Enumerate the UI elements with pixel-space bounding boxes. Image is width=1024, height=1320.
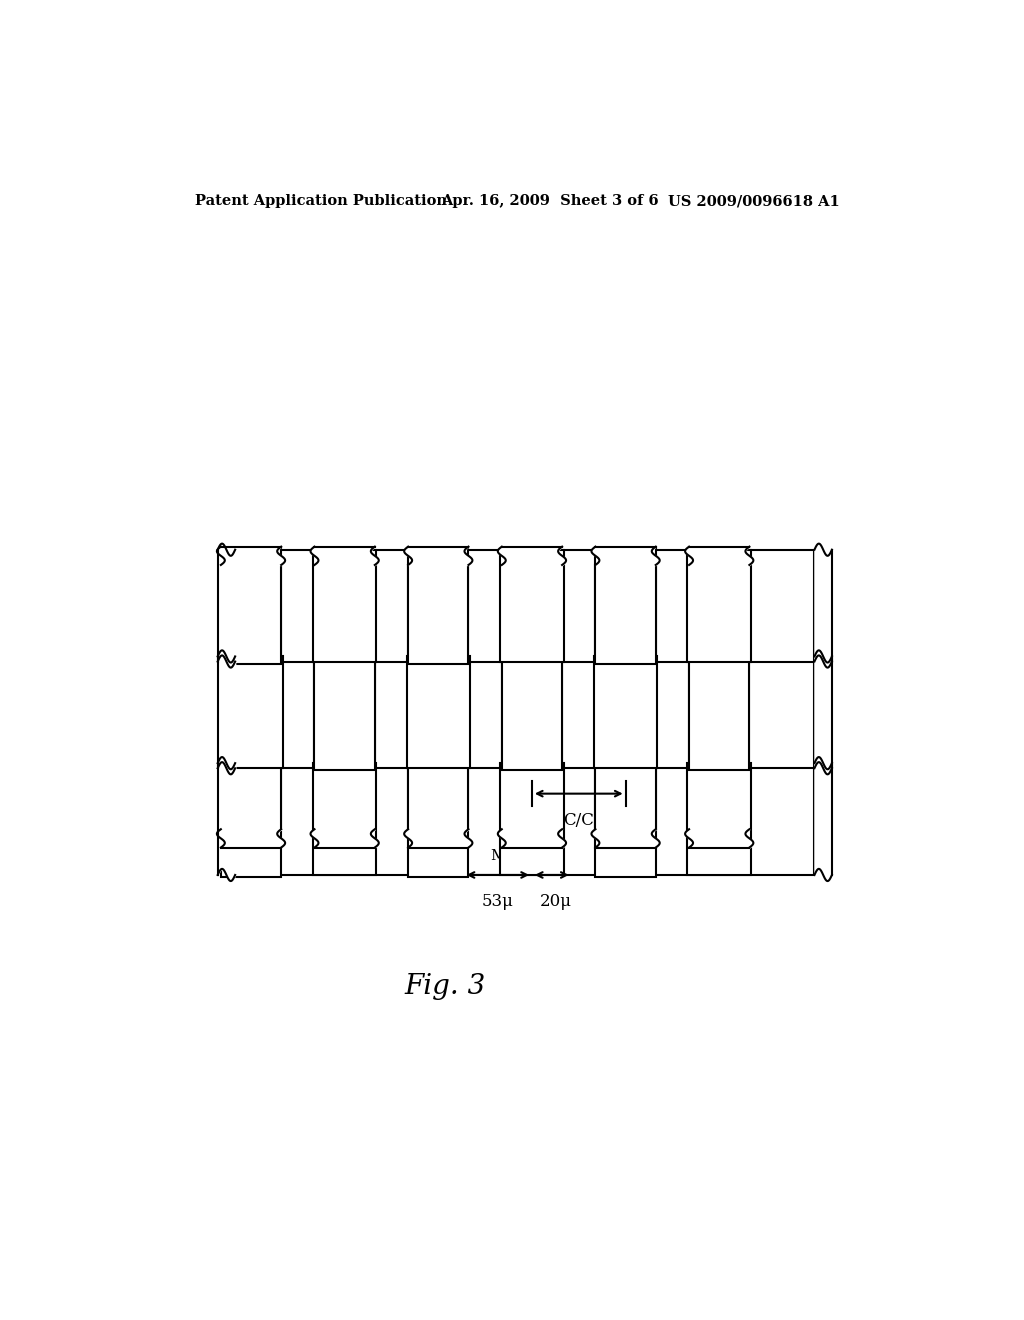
Text: 53μ: 53μ bbox=[482, 894, 514, 911]
Bar bbox=[219, 656, 283, 768]
Bar bbox=[595, 762, 655, 876]
Text: M: M bbox=[490, 849, 506, 863]
Bar bbox=[313, 763, 377, 875]
Bar bbox=[236, 656, 814, 768]
Bar bbox=[500, 549, 563, 661]
Bar bbox=[221, 565, 282, 829]
Bar bbox=[594, 656, 657, 768]
Text: C/C: C/C bbox=[563, 812, 594, 829]
Bar bbox=[409, 565, 468, 829]
Bar bbox=[236, 549, 814, 661]
Text: Patent Application Publication: Patent Application Publication bbox=[196, 194, 447, 209]
Bar bbox=[314, 655, 375, 771]
Bar bbox=[314, 565, 375, 829]
Bar bbox=[500, 763, 563, 875]
Bar bbox=[221, 548, 282, 664]
Text: T: T bbox=[551, 849, 561, 863]
Text: US 2009/0096618 A1: US 2009/0096618 A1 bbox=[668, 194, 840, 209]
Bar bbox=[221, 762, 282, 876]
Bar bbox=[687, 763, 751, 875]
Bar bbox=[687, 549, 751, 661]
Bar bbox=[502, 565, 562, 829]
Text: Apr. 16, 2009  Sheet 3 of 6: Apr. 16, 2009 Sheet 3 of 6 bbox=[441, 194, 659, 209]
Bar bbox=[595, 548, 655, 664]
Bar bbox=[689, 655, 750, 771]
Bar bbox=[689, 565, 750, 829]
Text: 20μ: 20μ bbox=[540, 894, 571, 911]
Bar bbox=[409, 548, 468, 664]
Bar bbox=[409, 762, 468, 876]
Text: Fig. 3: Fig. 3 bbox=[404, 973, 486, 1001]
Bar bbox=[502, 655, 562, 771]
Bar bbox=[236, 763, 814, 875]
Bar bbox=[595, 565, 655, 829]
Bar bbox=[313, 549, 377, 661]
Bar bbox=[407, 656, 470, 768]
